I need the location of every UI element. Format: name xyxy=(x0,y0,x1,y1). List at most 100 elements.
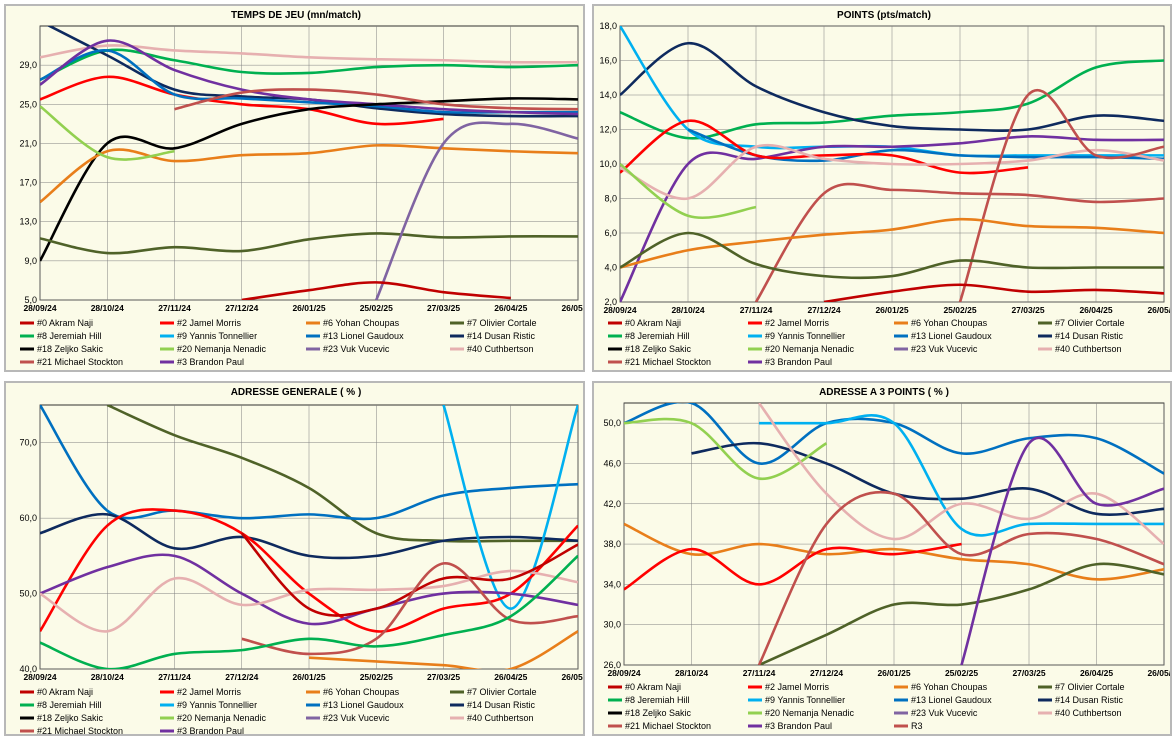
legend-label: #8 Jeremiah Hill xyxy=(625,331,690,341)
legend-label: #40 Cuthbertson xyxy=(467,713,534,723)
series-line-3-brandon-paul xyxy=(40,553,578,626)
series-line-8-jeremiah-hill xyxy=(620,59,1164,140)
x-tick-label: 26/05/25 xyxy=(1147,668,1170,678)
legend-label: #21 Michael Stockton xyxy=(625,721,711,731)
x-tick-label: 26/04/25 xyxy=(1079,305,1112,315)
series-line-7-olivier-cortale xyxy=(40,232,578,255)
y-tick-label: 40,0 xyxy=(19,664,37,674)
x-tick-label: 28/10/24 xyxy=(91,672,124,682)
legend-label: #7 Olivier Cortale xyxy=(1055,318,1125,328)
series-line-2-jamel-morris xyxy=(624,542,962,591)
legend-label: #9 Yannis Tonnellier xyxy=(765,331,845,341)
legend-label: #2 Jamel Morris xyxy=(765,682,830,692)
series-line-8-jeremiah-hill xyxy=(40,48,578,82)
x-tick-label: 27/03/25 xyxy=(1012,668,1045,678)
y-tick-label: 13,0 xyxy=(19,217,37,227)
legend-label: #40 Cuthbertson xyxy=(1055,708,1122,718)
legend-label: #7 Olivier Cortale xyxy=(467,318,537,328)
y-tick-label: 10,0 xyxy=(599,159,617,169)
y-tick-label: 18,0 xyxy=(599,21,617,31)
legend-label: R3 xyxy=(911,721,923,731)
legend-label: #0 Akram Naji xyxy=(37,318,93,328)
legend-label: #6 Yohan Choupas xyxy=(911,318,988,328)
legend-label: #6 Yohan Choupas xyxy=(911,682,988,692)
x-tick-label: 25/02/25 xyxy=(945,668,978,678)
chart-title: TEMPS DE JEU (mn/match) xyxy=(231,10,361,21)
legend-label: #6 Yohan Choupas xyxy=(323,318,400,328)
legend-label: #20 Nemanja Nenadic xyxy=(177,713,267,723)
x-tick-label: 28/10/24 xyxy=(671,305,704,315)
chart-panel-temps-de-jeu: TEMPS DE JEU (mn/match) 28/09/24 28/10/24 2… xyxy=(4,4,585,372)
legend-label: #13 Lionel Gaudoux xyxy=(323,700,404,710)
chart-svg: ADRESSE A 3 POINTS ( % ) 28/09/24 28/10/24… xyxy=(603,387,1170,731)
y-tick-label: 4,0 xyxy=(604,263,617,273)
legend-label: #0 Akram Naji xyxy=(625,682,681,692)
legend-label: #7 Olivier Cortale xyxy=(1055,682,1125,692)
series-line-8-jeremiah-hill xyxy=(40,554,578,669)
series-line-0-akram-naji xyxy=(240,532,578,617)
series-line-21-michael-stockton xyxy=(757,490,1164,665)
legend-label: #14 Dusan Ristic xyxy=(467,331,536,341)
y-tick-label: 2,0 xyxy=(604,297,617,307)
legend-label: #8 Jeremiah Hill xyxy=(37,331,102,341)
legend-label: #6 Yohan Choupas xyxy=(323,687,400,697)
series-line-2-jamel-morris xyxy=(40,75,444,126)
legend-label: #21 Michael Stockton xyxy=(37,726,123,734)
y-tick-label: 29,0 xyxy=(19,60,37,70)
x-tick-label: 27/03/25 xyxy=(1011,305,1044,315)
x-tick-label: 27/03/25 xyxy=(427,672,460,682)
y-tick-label: 50,0 xyxy=(603,418,621,428)
x-tick-label: 25/02/25 xyxy=(360,672,393,682)
y-tick-label: 9,0 xyxy=(24,256,37,266)
chart-panel-adresse-generale: ADRESSE GENERALE ( % ) 28/09/24 28/10/24 27… xyxy=(4,381,585,736)
legend-label: #40 Cuthbertson xyxy=(1055,344,1122,354)
legend-label: #14 Dusan Ristic xyxy=(1055,331,1124,341)
series-line-13-lionel-gaudoux xyxy=(624,403,1164,475)
legend-label: #9 Yannis Tonnellier xyxy=(177,700,257,710)
series-line-0-akram-naji xyxy=(241,281,511,300)
series-line-7-olivier-cortale xyxy=(758,562,1164,665)
legend-label: #21 Michael Stockton xyxy=(37,357,123,367)
series-line-14-dusan-ristic xyxy=(40,512,578,560)
x-tick-label: 26/05/25 xyxy=(1147,305,1170,315)
x-tick-label: 27/12/24 xyxy=(225,672,258,682)
series-line-2-jamel-morris xyxy=(620,119,1029,175)
series-line-9-yannis-tonnellier xyxy=(759,414,1164,537)
legend-label: #23 Vuk Vucevic xyxy=(911,344,978,354)
chart-svg: POINTS (pts/match) 28/09/24 28/10/24 27/11/… xyxy=(599,10,1170,367)
series-line-21-michael-stockton xyxy=(754,182,1164,302)
series-line-7-olivier-cortale xyxy=(620,231,1164,280)
y-tick-label: 70,0 xyxy=(19,438,37,448)
series-group xyxy=(40,26,578,300)
legend-label: #18 Zeljko Sakic xyxy=(37,713,104,723)
legend-label: #3 Brandon Paul xyxy=(765,357,832,367)
x-tick-label: 27/03/25 xyxy=(427,303,460,313)
legend-label: #8 Jeremiah Hill xyxy=(37,700,102,710)
y-tick-label: 14,0 xyxy=(599,90,617,100)
legend-label: #3 Brandon Paul xyxy=(765,721,832,731)
series-line-3-brandon-paul xyxy=(620,135,1164,302)
series-line-23-vuk-vucevic xyxy=(375,121,578,300)
series-line-6-yohan-choupas xyxy=(624,522,1164,581)
series-line-21-michael-stockton xyxy=(241,562,578,656)
series-line-7-olivier-cortale xyxy=(106,405,578,543)
series-line-9-yannis-tonnellier xyxy=(442,405,578,610)
x-tick-label: 26/01/25 xyxy=(292,303,325,313)
legend-label: #0 Akram Naji xyxy=(37,687,93,697)
legend-label: #3 Brandon Paul xyxy=(177,726,244,734)
legend-label: #9 Yannis Tonnellier xyxy=(177,331,257,341)
y-tick-label: 46,0 xyxy=(603,458,621,468)
series-line-13-lionel-gaudoux xyxy=(40,405,578,521)
chart-panel-adresse-3-points: ADRESSE A 3 POINTS ( % ) 28/09/24 28/10/24… xyxy=(592,381,1172,736)
x-tick-label: 27/11/24 xyxy=(743,668,776,678)
x-tick-label: 26/01/25 xyxy=(875,305,908,315)
x-tick-label: 27/12/24 xyxy=(225,303,258,313)
x-tick-label: 27/11/24 xyxy=(740,305,773,315)
series-line-40-cuthbertson xyxy=(620,143,1164,200)
legend-label: #21 Michael Stockton xyxy=(625,357,711,367)
chart-title: ADRESSE GENERALE ( % ) xyxy=(231,387,362,398)
series-line-20-nemanja-nenadic xyxy=(624,417,828,480)
chart-title: POINTS (pts/match) xyxy=(837,10,931,21)
legend-label: #2 Jamel Morris xyxy=(177,687,242,697)
legend-label: #23 Vuk Vucevic xyxy=(911,708,978,718)
